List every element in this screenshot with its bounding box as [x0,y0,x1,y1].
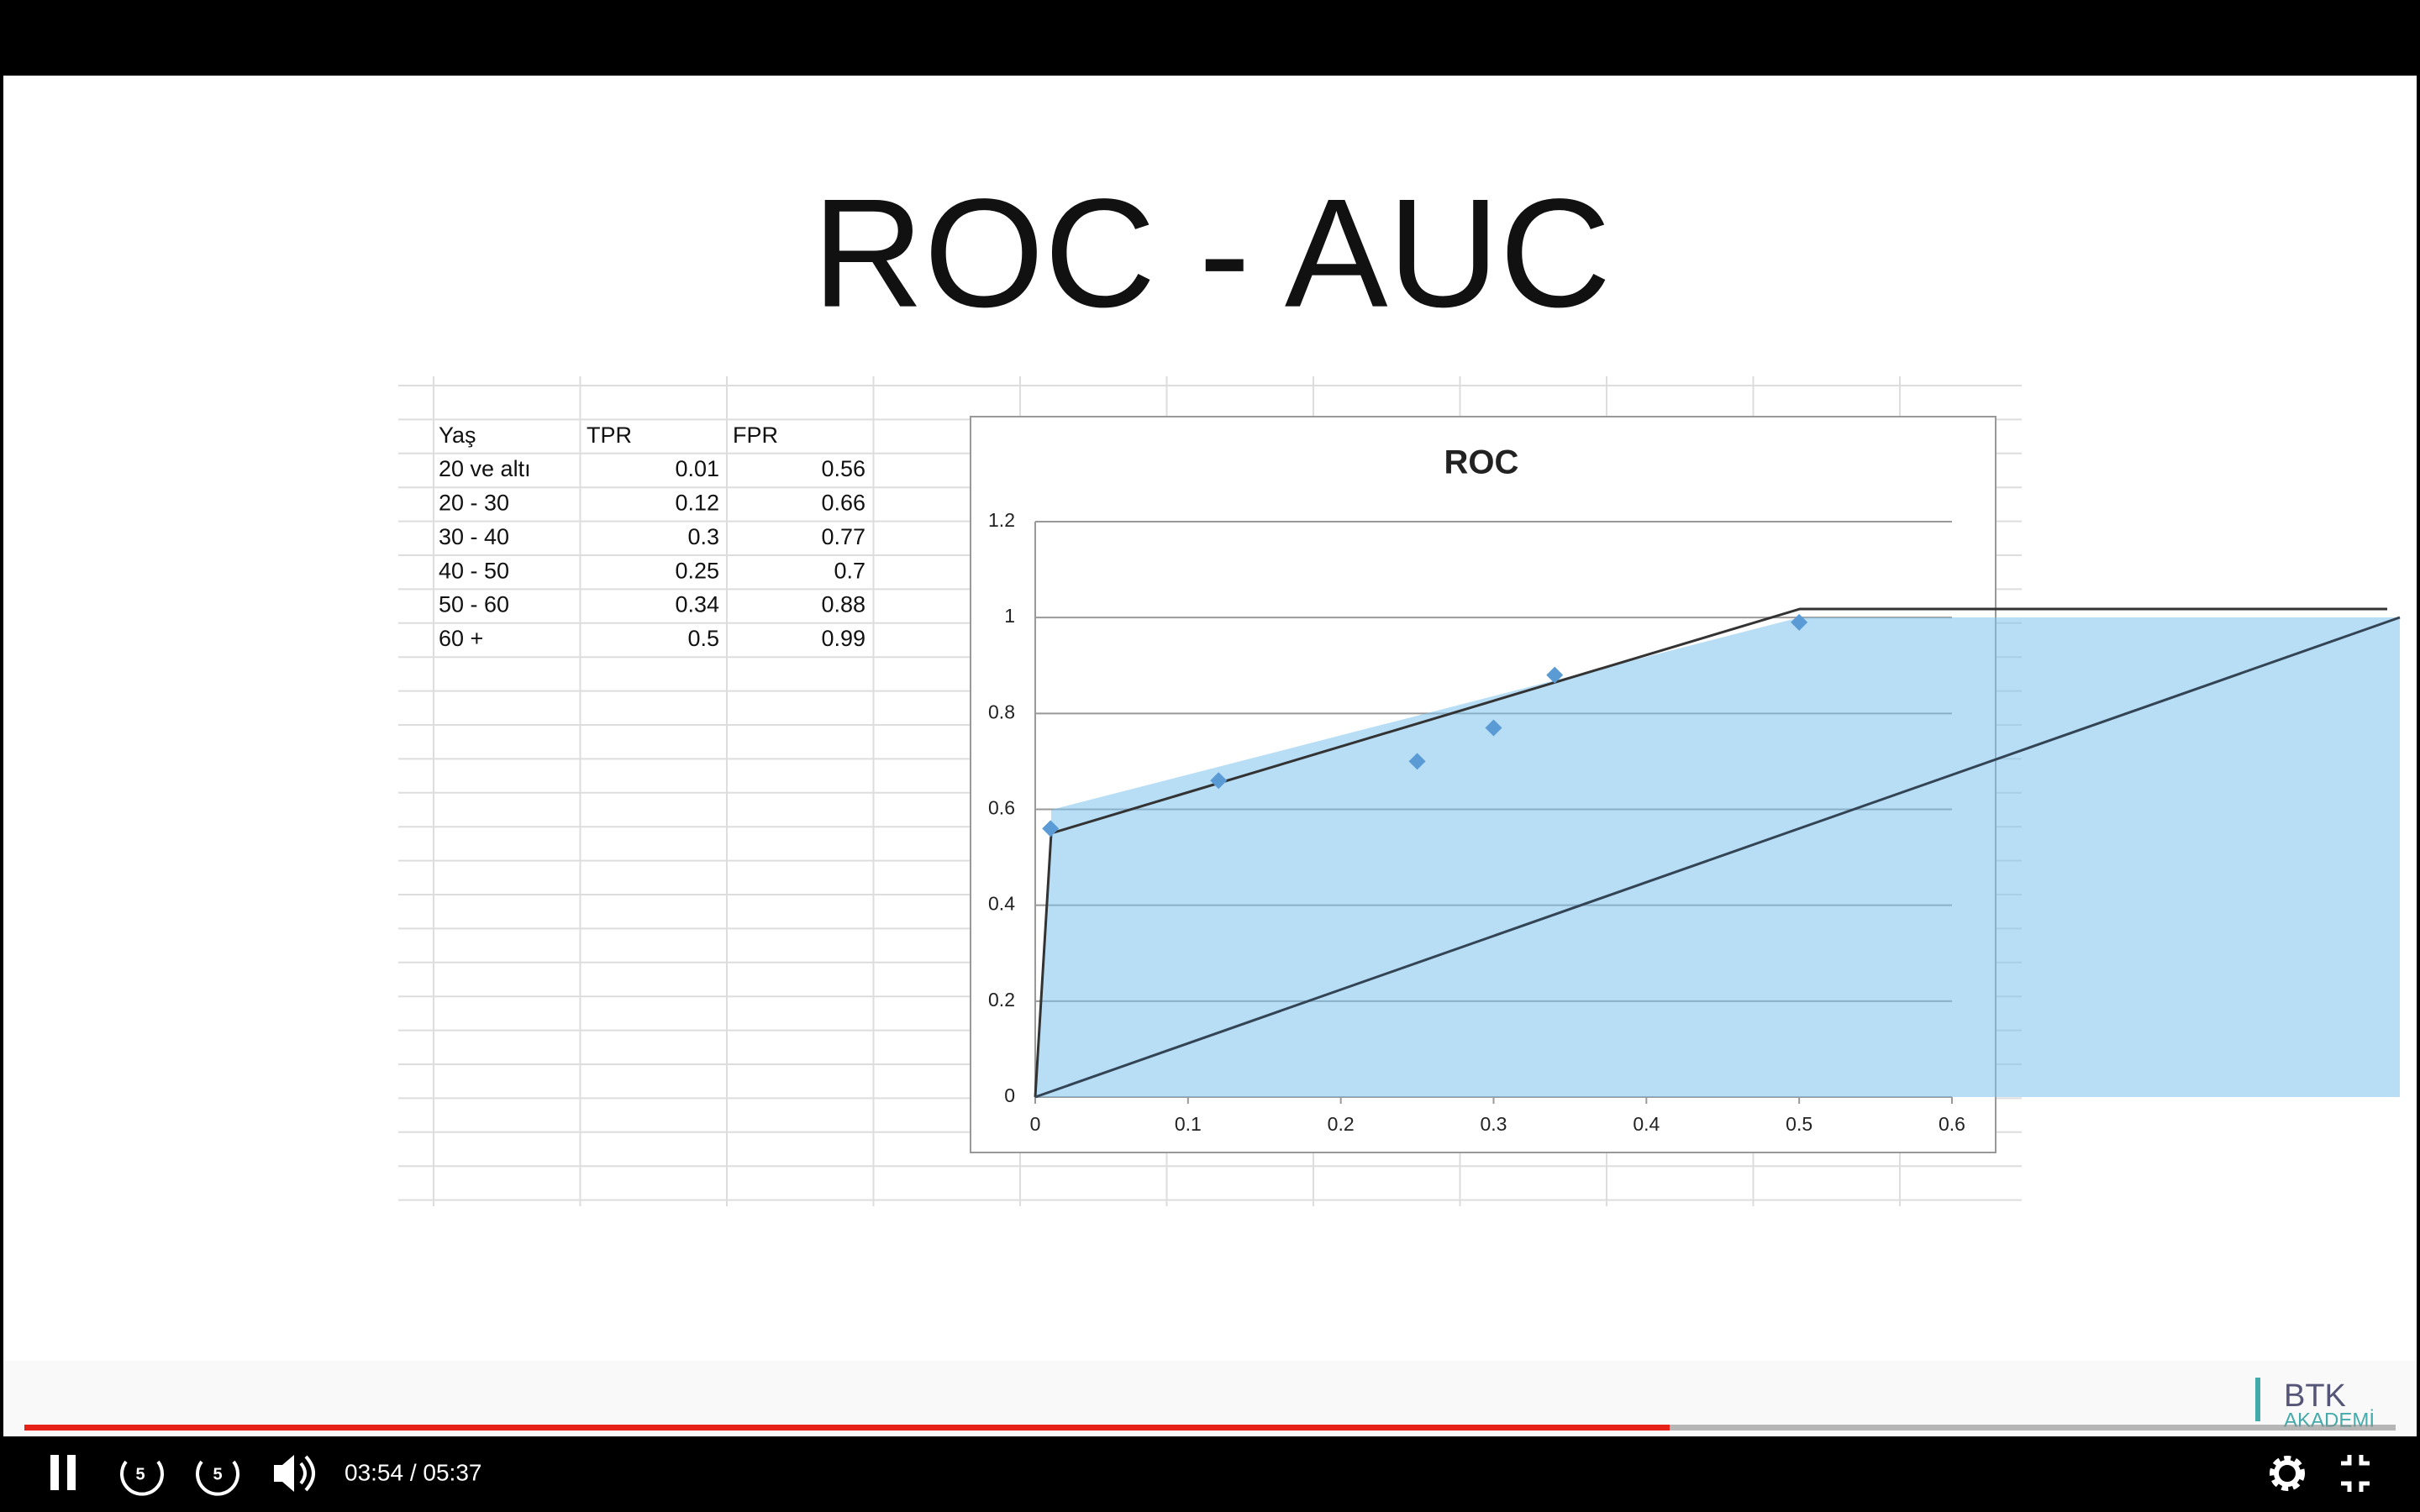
x-tick-label: 0 [1030,1113,1041,1135]
data-point [1210,772,1228,790]
table-cell: 0.56 [821,456,865,481]
logo-mark [2255,1378,2260,1421]
time-display: 03:54 / 05:37 [345,1459,481,1485]
table-cell: 30 - 40 [439,524,509,549]
settings-button[interactable] [2270,1456,2305,1491]
table-cell: 20 ve altı [439,456,531,481]
table-cell: 0.01 [675,456,719,481]
x-tick-label: 0.6 [1939,1113,1965,1135]
pause-button[interactable] [50,1455,76,1490]
data-point [1042,820,1060,837]
y-tick-label: 0.2 [988,989,1015,1011]
y-tick-label: 0.8 [988,701,1015,722]
table-cell: 20 - 30 [439,491,509,516]
progress-played[interactable] [24,1425,1670,1431]
volume-waves [299,1455,315,1492]
table-cell: 0.77 [821,524,865,549]
table-cell: 0.5 [687,626,719,651]
pause-bar [50,1455,59,1490]
fullscreen-button[interactable] [2341,1455,2370,1492]
annotation-overlay [1034,607,2401,1099]
table-cell: 0.25 [675,558,719,583]
table-cell: 0.3 [687,524,719,549]
table-cell: 0.7 [834,558,865,583]
volume-button[interactable] [274,1455,315,1492]
table-cell: 0.12 [675,491,719,516]
x-tick-label: 0.4 [1633,1113,1660,1135]
table-cell: 0.99 [821,626,865,651]
speaker-icon [274,1455,294,1492]
x-tick-label: 0.2 [1328,1113,1355,1135]
table-cell: 0.88 [821,592,865,617]
forward-icon [196,1460,239,1496]
data-point [1408,753,1426,770]
logo-text: BTK [2284,1378,2346,1414]
points [1042,613,1808,837]
table-cell: 0.34 [675,592,719,617]
data-point [1546,666,1564,684]
x-tick-label: 0.5 [1786,1113,1812,1135]
y-tick-label: 0 [1004,1084,1015,1106]
data-point [1791,613,1808,631]
table-header: FPR [733,423,778,448]
forward-button[interactable]: 5 [196,1460,239,1496]
fullscreen-icon [2341,1455,2370,1492]
y-tick-label: 1.2 [988,509,1015,531]
table-cell: 40 - 50 [439,558,509,583]
table-cell: 0.66 [821,491,865,516]
rewind-icon [120,1460,164,1496]
x-tick-label: 0.1 [1175,1113,1202,1135]
table-cell: 60 + [439,626,483,651]
slide-title: ROC - AUC [813,166,1612,339]
rewind-label: 5 [135,1465,145,1483]
roc-curve-line [1034,607,2387,1098]
table-cell: 50 - 60 [439,592,509,617]
chart-title: ROC [1444,444,1519,481]
rewind-button[interactable]: 5 [120,1460,164,1496]
table-header: Yaş [439,423,476,448]
y-tick-label: 0.6 [988,797,1015,819]
settings-ring [2274,1460,2301,1487]
x-tick-label: 0.3 [1481,1113,1507,1135]
slide-fade [3,1361,2417,1436]
data-point [1485,719,1502,737]
y-tick-label: 0.4 [988,893,1015,915]
pause-bar [67,1455,76,1490]
forward-label: 5 [213,1465,222,1483]
diagonal-line [1034,616,2401,1099]
y-tick-label: 1 [1004,605,1015,627]
table-header: TPR [587,423,632,448]
